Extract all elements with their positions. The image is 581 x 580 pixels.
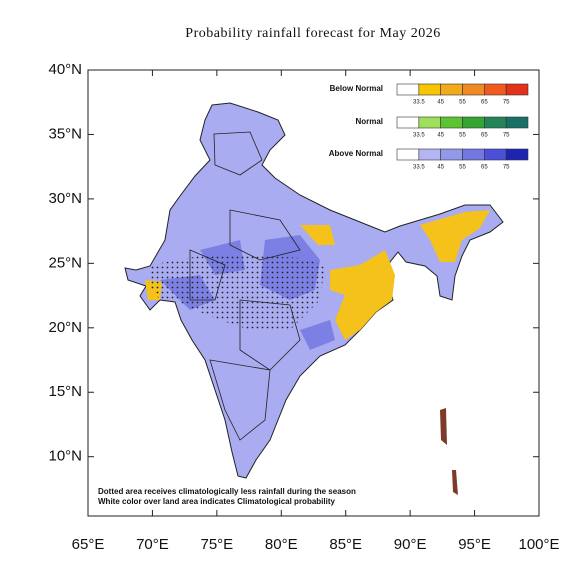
legend-swatch (462, 116, 485, 129)
legend-swatch (462, 83, 485, 96)
x-tick-label: 100°E (518, 536, 559, 553)
legend-name: Below Normal (330, 84, 383, 93)
legend-tick-label: 75 (503, 133, 510, 139)
legend-tick-label: 65 (481, 133, 488, 139)
legend-swatch (484, 116, 507, 129)
legend-swatch (505, 83, 529, 96)
legend-tick-label: 33.5 (413, 100, 425, 106)
legend-tick-label: 75 (503, 165, 510, 171)
state-boundary (189, 131, 301, 441)
legend-tick-label: 75 (503, 100, 510, 106)
islands (440, 408, 458, 495)
legend-swatch (396, 148, 420, 161)
legend-swatch (440, 116, 463, 129)
legend-tick-label: 33.5 (413, 165, 425, 171)
legend-name: Above Normal (329, 149, 383, 158)
x-tick-label: 80°E (265, 536, 298, 553)
note: White color over land area indicates Cli… (98, 497, 335, 506)
y-tick-label: 40°N (48, 61, 82, 78)
legend-name: Normal (355, 117, 383, 126)
legend-swatch (418, 148, 441, 161)
legend-tick-label: 45 (437, 100, 444, 106)
legend-swatch (505, 148, 529, 161)
legend-tick-label: 65 (481, 100, 488, 106)
title: Probability rainfall forecast for May 20… (185, 26, 440, 41)
y-tick-label: 30°N (48, 190, 82, 207)
legend-tick-label: 45 (437, 133, 444, 139)
legend-swatch (440, 83, 463, 96)
x-tick-label: 75°E (201, 536, 234, 553)
legend-swatch (418, 83, 441, 96)
y-tick-label: 25°N (48, 254, 82, 271)
legend-swatch (462, 148, 485, 161)
legend-tick-label: 33.5 (413, 133, 425, 139)
dotted-area (148, 255, 325, 330)
map-area (124, 102, 504, 495)
legend-swatch (396, 116, 420, 129)
y-tick-label: 35°N (48, 125, 82, 142)
legend-swatch (505, 116, 529, 129)
legend-tick-label: 55 (459, 133, 466, 139)
legend-tick-label: 55 (459, 100, 466, 106)
below-normal-patch (145, 210, 490, 340)
y-tick-label: 10°N (48, 448, 82, 465)
x-tick-label: 65°E (72, 536, 105, 553)
legend-swatch (396, 83, 420, 96)
x-tick-label: 95°E (458, 536, 491, 553)
legend-tick-label: 55 (459, 165, 466, 171)
y-tick-label: 20°N (48, 319, 82, 336)
x-tick-label: 85°E (329, 536, 362, 553)
legend-tick-label: 45 (437, 165, 444, 171)
note: Dotted area receives climatologically le… (98, 487, 356, 496)
legend-swatch (484, 83, 507, 96)
legend-swatch (484, 148, 507, 161)
legend-swatch (440, 148, 463, 161)
x-tick-label: 70°E (136, 536, 169, 553)
x-tick-label: 90°E (394, 536, 427, 553)
legend-swatch (418, 116, 441, 129)
y-tick-label: 15°N (48, 383, 82, 400)
map-frame (87, 69, 540, 517)
legend-tick-label: 65 (481, 165, 488, 171)
